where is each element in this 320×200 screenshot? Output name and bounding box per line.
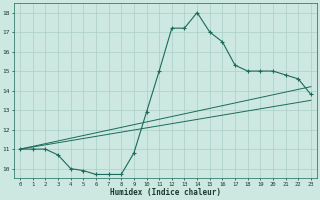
X-axis label: Humidex (Indice chaleur): Humidex (Indice chaleur) <box>110 188 221 197</box>
